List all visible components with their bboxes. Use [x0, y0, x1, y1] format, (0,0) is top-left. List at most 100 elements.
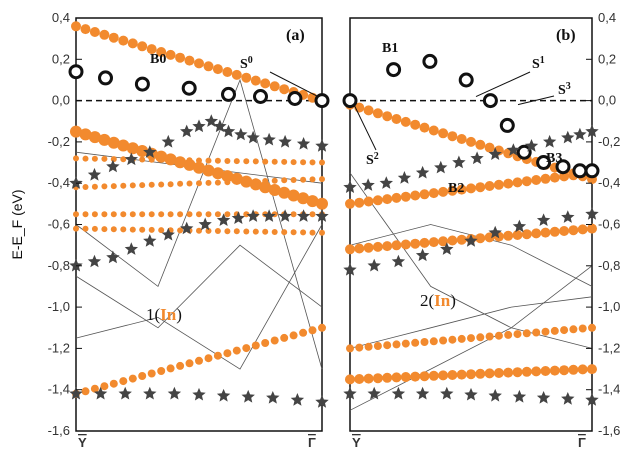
orange-band-point [278, 186, 291, 199]
star-marker [397, 171, 412, 184]
orange-band-point [101, 155, 108, 162]
star-marker [278, 134, 292, 148]
orange-band-point [372, 373, 383, 384]
orange-band-point [91, 211, 98, 218]
star-marker [440, 386, 454, 400]
orange-band-point [214, 211, 221, 218]
orange-band-point [120, 182, 127, 189]
orange-band-point [428, 237, 439, 248]
orange-band-point [148, 226, 155, 233]
orange-band-point [262, 228, 269, 235]
orange-band-point [205, 227, 212, 234]
star-marker [278, 209, 292, 222]
star-marker [246, 130, 260, 144]
orange-band-point [91, 183, 98, 190]
orange-band-point [82, 225, 89, 232]
open-circle-marker [482, 93, 498, 109]
orange-band-point [456, 134, 467, 144]
orange-band-point [345, 374, 355, 385]
orange-band-point [309, 176, 316, 183]
orange-band-point [202, 164, 215, 177]
orange-band-point [410, 190, 421, 201]
orange-band-point [531, 366, 542, 377]
orange-band-point [560, 326, 569, 335]
orange-band-point [531, 228, 542, 239]
orange-band-point [457, 334, 466, 343]
orange-band-point [139, 156, 146, 163]
orange-band-point [447, 370, 458, 380]
orange-band-point [410, 119, 421, 130]
orange-band-point [204, 354, 213, 363]
orange-band-point [138, 372, 147, 380]
orange-band-point [91, 225, 98, 232]
orange-band-point [88, 131, 101, 144]
orange-band-point [521, 229, 532, 240]
star-marker [488, 388, 502, 402]
orange-band-point [549, 172, 560, 183]
orange-band-point [120, 211, 127, 218]
open-circle-marker [555, 159, 571, 175]
star-marker [69, 386, 83, 400]
star-marker [296, 137, 311, 150]
star-marker [221, 124, 236, 138]
y-tick-label: -0,2 [48, 134, 70, 149]
y-axis-label: E-E_F (eV) [9, 189, 25, 259]
orange-band-point [212, 64, 223, 75]
star-marker [204, 114, 218, 127]
orange-band-point [493, 179, 504, 190]
orange-band-point [309, 159, 316, 166]
orange-band-point [354, 243, 365, 254]
orange-band-point [559, 226, 570, 236]
orange-band-point [261, 339, 270, 347]
orange-band-point [484, 181, 495, 191]
orange-band-point [400, 239, 411, 250]
orange-band-point [577, 224, 588, 235]
orange-band-point [354, 374, 365, 384]
orange-band-point [290, 211, 297, 218]
orange-band-point [156, 47, 167, 57]
star-marker [106, 250, 120, 264]
orange-band-point [345, 198, 355, 209]
orange-band-point [221, 170, 234, 183]
star-marker [118, 386, 132, 400]
orange-band-point [99, 29, 110, 40]
orange-band-point [484, 142, 495, 153]
orange-band-point [158, 156, 165, 163]
open-circle-marker [314, 93, 330, 109]
orange-band-point [101, 211, 108, 218]
orange-band-point [512, 177, 523, 188]
orange-band-point [158, 211, 165, 218]
orange-band-point [128, 374, 137, 383]
orange-band-point [129, 226, 136, 233]
orange-band-point [167, 181, 174, 188]
y-tick-label: -0,2 [598, 134, 620, 149]
orange-band-point [205, 211, 212, 218]
orange-band-point [475, 368, 486, 379]
orange-band-point [587, 223, 597, 234]
open-circle-marker [584, 163, 600, 179]
orange-band-point [391, 372, 402, 383]
y-tick-label: -1,0 [598, 299, 620, 314]
star-marker [231, 211, 245, 224]
star-marker [391, 386, 406, 400]
orange-band-point [89, 27, 100, 37]
orange-band-point [251, 341, 260, 350]
star-marker [87, 167, 102, 181]
orange-band-point [540, 173, 551, 184]
orange-band-point [243, 228, 250, 235]
orange-band-point [456, 234, 467, 245]
thin-band-line [75, 244, 323, 329]
orange-band-point [447, 185, 458, 196]
orange-band-point [259, 181, 272, 194]
orange-band-point [117, 139, 130, 152]
star-marker [124, 152, 138, 166]
orange-band-point [281, 229, 288, 236]
orange-band-point [290, 177, 297, 183]
orange-band-point [363, 373, 374, 384]
x-tick-label-left: Y [78, 435, 87, 450]
orange-band-point [155, 150, 168, 163]
orange-band-point [512, 367, 523, 378]
orange-band-point [167, 157, 174, 163]
orange-band-point [419, 122, 430, 133]
orange-band-point [214, 179, 221, 186]
